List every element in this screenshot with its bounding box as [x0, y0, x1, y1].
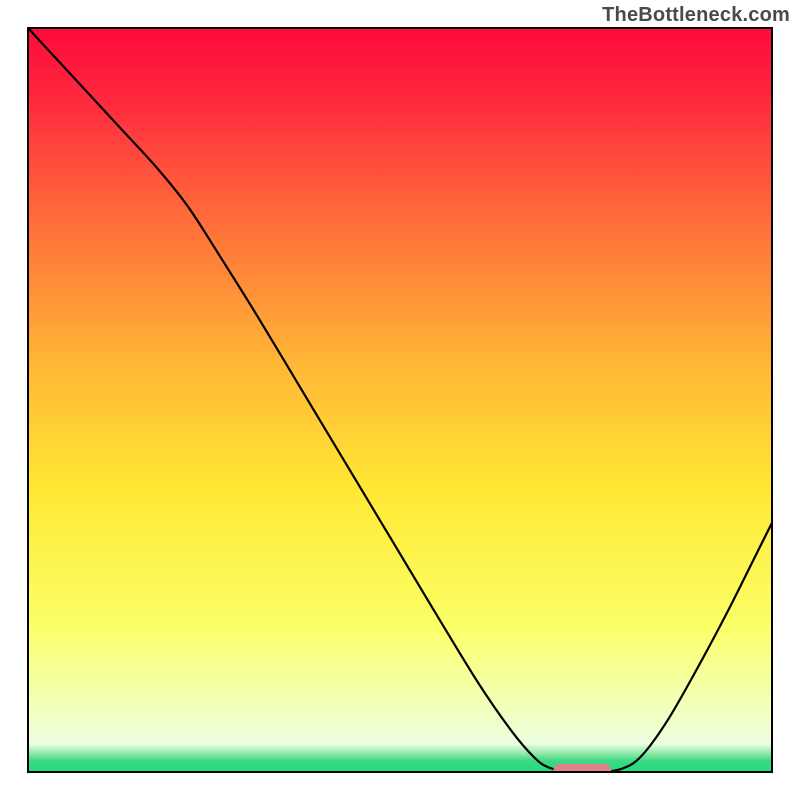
- gradient-background: [28, 28, 772, 772]
- chart-svg: [0, 0, 800, 800]
- chart-container: TheBottleneck.com: [0, 0, 800, 800]
- watermark-text: TheBottleneck.com: [602, 4, 790, 27]
- optimal-marker: [553, 764, 611, 778]
